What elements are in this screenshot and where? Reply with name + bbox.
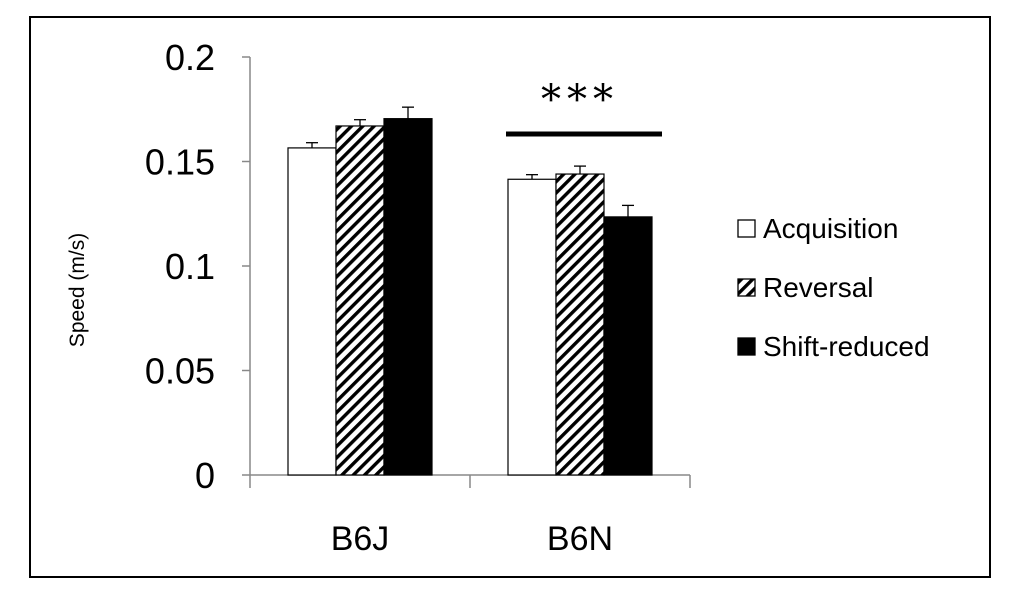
y-tick-label: 0.05 [145, 351, 215, 392]
x-category-labels: B6J B6N [331, 520, 613, 558]
y-tick-label: 0.15 [145, 142, 215, 183]
legend: Acquisition Reversal Shift-reduced [737, 213, 930, 362]
x-category-label: B6J [331, 520, 390, 558]
bar-shift-reduced-b6n [603, 216, 653, 476]
bar-shift-reduced-b6j [383, 118, 433, 476]
y-axis-label: Speed (m/s) [66, 233, 89, 347]
legend-swatch-acquisition [737, 219, 756, 238]
bars [287, 106, 653, 476]
y-tick-label: 0.1 [165, 246, 215, 287]
x-category-label: B6N [547, 520, 613, 558]
legend-swatch-reversal [737, 278, 756, 297]
legend-label-reversal: Reversal [763, 272, 873, 303]
y-tick-labels: 0 0.05 0.1 0.15 0.2 [145, 37, 215, 496]
significance-stars: *** [541, 77, 619, 123]
legend-label-shift-reduced: Shift-reduced [763, 331, 930, 362]
legend-swatch-shift-reduced [737, 337, 756, 356]
bar-reversal-b6j [335, 125, 385, 476]
bar-acquisition-b6j [287, 147, 337, 476]
y-tick-label: 0 [195, 455, 215, 496]
legend-label-acquisition: Acquisition [763, 213, 898, 244]
significance-annotation: *** [506, 77, 662, 137]
bar-reversal-b6n [555, 173, 605, 476]
y-tick-label: 0.2 [165, 37, 215, 78]
bar-acquisition-b6n [507, 178, 557, 476]
